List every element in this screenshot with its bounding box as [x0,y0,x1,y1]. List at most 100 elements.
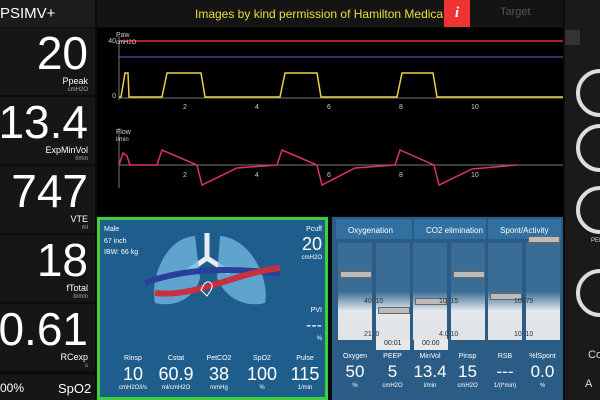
scale-max: 40 [364,298,372,305]
monitor-unit: b/min [73,294,88,300]
x-tick-label: 10 [471,104,479,111]
monitor-name: RCexp [60,352,88,362]
setting-name: Oxygen [342,353,368,360]
setting-bar[interactable] [338,243,372,340]
pcuff-name: Pcuff [306,226,322,233]
param-value: 115 [290,364,320,384]
x-tick-label: 2 [183,104,187,111]
timer-box [414,339,448,350]
group-name: Oxygenation [348,226,393,235]
setting-name: Pinsp [458,353,477,360]
param-unit: ml/cmH2O [161,385,191,391]
monitor-unit: s [85,363,88,369]
y-tick-label: 40 [108,38,116,45]
side-dials [565,30,600,317]
waveform-unit: cmH2O [116,40,137,46]
setting-unit: % [539,383,546,389]
mode-bar[interactable] [0,0,95,27]
setting-bar[interactable] [375,243,410,340]
param-name: SpO2 [253,355,271,362]
setting-value: --- [496,362,514,381]
x-tick-label: 8 [399,104,403,111]
x-tick-label: 2 [183,172,187,179]
param-unit: % [259,385,265,391]
waveform-unit: l/min [116,137,129,143]
param-name: Cstat [167,355,185,362]
monitor-name: VTE [70,214,88,224]
setting-value: 50 [345,362,365,381]
setting-bar[interactable] [525,243,560,340]
scale-max: 100 [514,298,526,305]
setting-value: 13.4 [413,362,447,381]
x-tick-label: 10 [471,172,479,179]
group-header [336,219,412,239]
param-unit: 1/min [297,385,313,391]
setting-unit: l/min [423,383,437,389]
waveform-name: Flow [116,129,131,136]
setting-name: MinVol [419,353,441,360]
scale-min: 4.0 [439,331,449,338]
y-tick-label: 0 [112,93,116,100]
setting-unit: cmH2O [382,383,403,389]
spo2-value: 00% [0,381,25,395]
monitor-unit: l/min [75,156,88,162]
param-value: 38 [208,364,230,384]
scale-max: 10 [375,298,384,305]
setting-value: 0.0 [530,362,555,381]
monitor-panel[interactable] [0,235,95,302]
scale-max: 10 [439,298,447,305]
setting-slider[interactable] [415,298,447,305]
scale-max: 15 [450,298,459,305]
monitor-panel[interactable] [0,97,95,164]
param-name: PetCO2 [206,355,232,362]
mode: PSIMV+ [0,5,56,22]
patient-panel[interactable] [97,217,328,400]
x-tick-label: 6 [327,104,331,111]
waveform-name: Paw [116,32,130,39]
setting-name: RSB [497,353,513,360]
group-name: Spont/Activity [500,226,549,235]
setting-slider[interactable] [452,271,485,278]
param-name: Rinsp [124,355,142,362]
setting-slider[interactable] [527,236,560,243]
scale-min: 10 [514,331,522,338]
info-button[interactable]: i [444,0,470,27]
param-unit: cmH2O/l/s [118,385,148,391]
timer: 00:00 [422,340,440,347]
monitor-panel[interactable] [0,28,95,95]
setting-bar[interactable] [413,243,447,340]
scale-min: 0 [375,331,380,338]
x-tick-label: 4 [255,172,259,179]
pvi-name: PVI [310,307,322,314]
setting-value: 5 [387,362,398,381]
monitor-panel[interactable] [0,166,95,233]
setting-value: 15 [458,362,477,381]
setting-bar[interactable] [488,243,522,340]
param-value: 100 [246,364,278,384]
group-header [488,219,561,239]
param-unit: mmHg [210,385,228,391]
setting-slider[interactable] [340,271,372,278]
setting-unit: 1/(l*min) [493,383,517,389]
banner-text: Images by kind permission of Hamilton Me… [195,7,446,21]
side-label[interactable]: Co [588,349,600,361]
target[interactable]: Target [500,6,531,18]
side-label[interactable]: PEE [591,238,600,244]
banner [97,0,563,27]
setting-name: %fSpont [529,353,556,360]
side-label[interactable]: A [585,378,593,390]
monitor-name: Ppeak [62,76,88,86]
monitor-unit: ml [81,225,88,231]
setting-bar[interactable] [450,243,485,340]
monitor-panel[interactable] [0,304,95,371]
param-value: 10 [122,364,144,384]
pvi-unit: % [316,336,322,342]
x-tick-label: 4 [255,104,259,111]
setting-slider[interactable] [377,307,410,314]
setting-slider[interactable] [490,293,522,300]
timer: 00:01 [384,340,402,347]
lung-graphic [145,233,281,305]
patient-ibw: IBW: 66 kg [104,249,139,256]
monitor-unit: cmH2O [67,87,88,93]
x-tick-label: 8 [399,172,403,179]
